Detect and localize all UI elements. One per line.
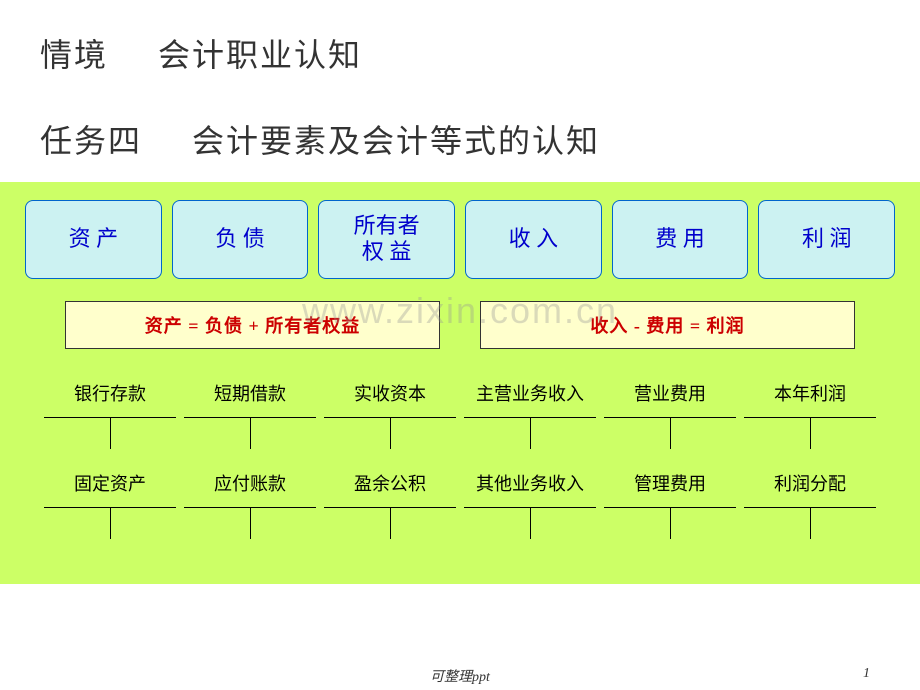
page-number: 1 [863, 666, 870, 682]
footer: 可整理ppt 1 [0, 666, 920, 682]
t-account [464, 417, 596, 449]
t-account [44, 417, 176, 449]
footer-note: 可整理ppt [430, 666, 490, 686]
account-payable: 应付账款 [180, 464, 320, 502]
category-assets: 资 产 [25, 200, 162, 279]
account-admin-expense: 管理费用 [600, 464, 740, 502]
equation-balance: 资产 = 负债 + 所有者权益 [65, 301, 440, 349]
diagram-area: 资 产 负 债 所有者 权 益 收 入 费 用 利 润 资产 = 负债 + 所有… [0, 182, 920, 584]
task-title: 会计要素及会计等式的认知 [192, 123, 600, 159]
t-account [604, 417, 736, 449]
account-profit-dist: 利润分配 [740, 464, 880, 502]
t-row-2 [40, 507, 880, 539]
context-line: 情境 会计职业认知 [40, 30, 880, 76]
account-bank-deposit: 银行存款 [40, 374, 180, 412]
t-account [744, 507, 876, 539]
account-surplus-reserve: 盈余公积 [320, 464, 460, 502]
account-short-loan: 短期借款 [180, 374, 320, 412]
t-account [324, 417, 456, 449]
t-account [744, 417, 876, 449]
t-account [184, 417, 316, 449]
category-liabilities: 负 债 [172, 200, 309, 279]
equations-row: 资产 = 负债 + 所有者权益 收入 - 费用 = 利润 [65, 301, 855, 349]
task-label: 任务四 [40, 123, 142, 159]
header-area: 情境 会计职业认知 任务四 会计要素及会计等式的认知 [0, 0, 920, 182]
account-fixed-assets: 固定资产 [40, 464, 180, 502]
t-account [604, 507, 736, 539]
account-other-revenue: 其他业务收入 [460, 464, 600, 502]
account-year-profit: 本年利润 [740, 374, 880, 412]
category-revenue: 收 入 [465, 200, 602, 279]
category-profit: 利 润 [758, 200, 895, 279]
category-expense: 费 用 [612, 200, 749, 279]
equation-profit: 收入 - 费用 = 利润 [480, 301, 855, 349]
context-label: 情境 [40, 37, 108, 73]
t-account [324, 507, 456, 539]
account-paid-capital: 实收资本 [320, 374, 460, 412]
t-account [464, 507, 596, 539]
context-title: 会计职业认知 [158, 37, 362, 73]
accounts-area: 银行存款 短期借款 实收资本 主营业务收入 营业费用 本年利润 固定资产 应付账… [25, 374, 895, 539]
category-equity: 所有者 权 益 [318, 200, 455, 279]
t-row-1 [40, 417, 880, 449]
accounts-row-2: 固定资产 应付账款 盈余公积 其他业务收入 管理费用 利润分配 [40, 464, 880, 502]
task-line: 任务四 会计要素及会计等式的认知 [40, 116, 880, 162]
accounts-row-1: 银行存款 短期借款 实收资本 主营业务收入 营业费用 本年利润 [40, 374, 880, 412]
t-account [44, 507, 176, 539]
categories-row: 资 产 负 债 所有者 权 益 收 入 费 用 利 润 [25, 200, 895, 279]
account-main-revenue: 主营业务收入 [460, 374, 600, 412]
account-operating-expense: 营业费用 [600, 374, 740, 412]
t-account [184, 507, 316, 539]
